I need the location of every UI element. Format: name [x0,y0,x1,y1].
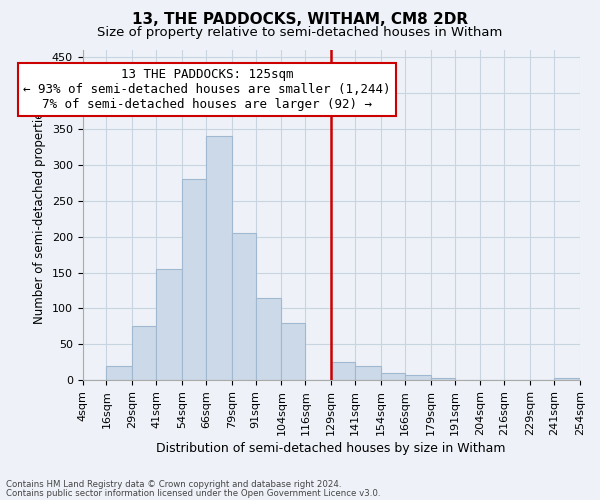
Bar [206,136,232,380]
Bar [182,179,206,380]
Bar [156,269,182,380]
Bar [106,366,132,380]
Text: Contains HM Land Registry data © Crown copyright and database right 2024.: Contains HM Land Registry data © Crown c… [6,480,341,489]
Text: Size of property relative to semi-detached houses in Witham: Size of property relative to semi-detach… [97,26,503,39]
Y-axis label: Number of semi-detached properties: Number of semi-detached properties [33,106,46,324]
Bar [256,298,281,380]
Bar [554,378,580,380]
Bar [132,326,156,380]
Text: 13, THE PADDOCKS, WITHAM, CM8 2DR: 13, THE PADDOCKS, WITHAM, CM8 2DR [132,12,468,28]
X-axis label: Distribution of semi-detached houses by size in Witham: Distribution of semi-detached houses by … [157,442,506,455]
Text: Contains public sector information licensed under the Open Government Licence v3: Contains public sector information licen… [6,488,380,498]
Bar [281,323,305,380]
Bar [355,366,381,380]
Bar [381,373,405,380]
Bar [232,233,256,380]
Bar [431,378,455,380]
Text: 13 THE PADDOCKS: 125sqm
← 93% of semi-detached houses are smaller (1,244)
7% of : 13 THE PADDOCKS: 125sqm ← 93% of semi-de… [23,68,391,111]
Bar [405,375,431,380]
Bar [331,362,355,380]
